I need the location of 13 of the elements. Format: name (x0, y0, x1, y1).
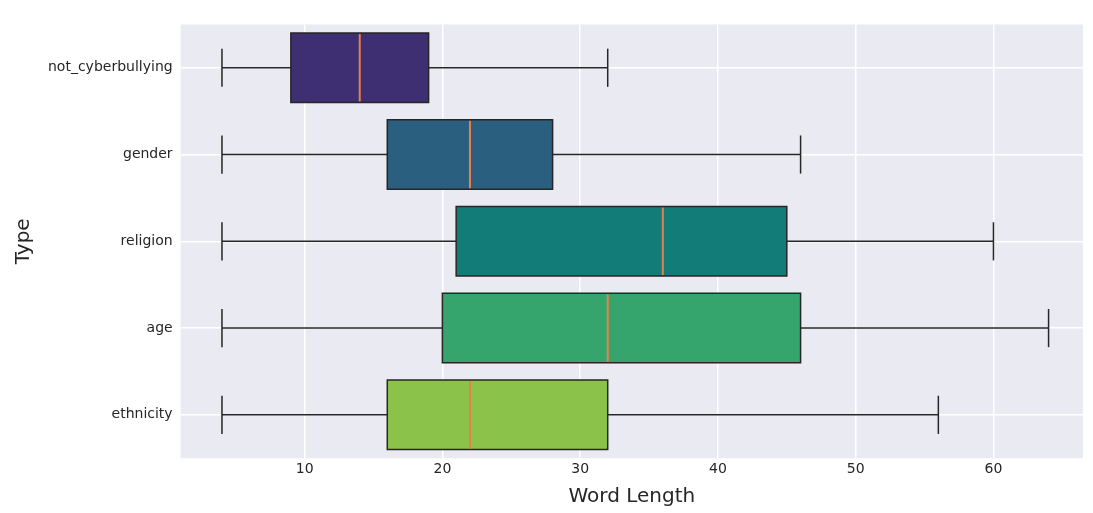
y-tick-label: not_cyberbullying (48, 58, 173, 75)
x-tick-label: 30 (571, 460, 590, 477)
x-tick-label: 10 (295, 460, 314, 477)
x-tick-label: 60 (984, 460, 1003, 477)
x-tick-label: 20 (433, 460, 452, 477)
y-tick-label: age (146, 318, 173, 335)
y-axis-title: Type (10, 218, 35, 266)
y-tick-label: religion (120, 231, 173, 248)
y-tick-label: gender (123, 145, 173, 162)
x-axis-title: Word Length (568, 483, 696, 508)
y-tick-label: ethnicity (111, 405, 173, 422)
x-tick-label: 40 (709, 460, 727, 477)
x-tick-label: 50 (846, 460, 865, 477)
